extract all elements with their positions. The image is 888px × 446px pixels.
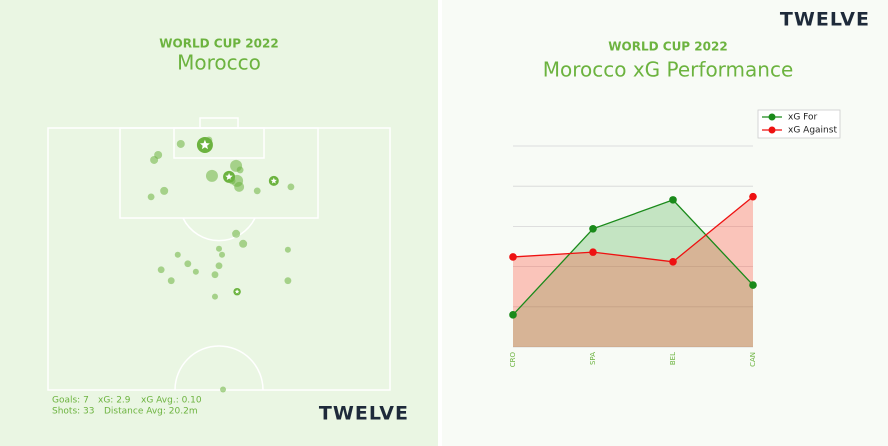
shot	[167, 277, 175, 285]
goal-star	[199, 139, 210, 150]
legend-label: xG Against	[788, 126, 837, 136]
shot	[234, 181, 245, 192]
point	[509, 311, 517, 319]
right-panel	[442, 0, 888, 446]
shot	[184, 260, 192, 268]
shot	[176, 139, 185, 148]
shot	[239, 239, 248, 248]
shot-map: WORLD CUP 2022 Morocco Goals: 7 xG: 2.9 …	[52, 37, 409, 425]
point	[509, 253, 517, 261]
left-panel	[0, 0, 438, 446]
goal-star	[234, 289, 240, 294]
stat: xG: 2.9	[98, 396, 131, 406]
penalty-arc	[182, 217, 256, 242]
x-tick-label: CAN	[749, 352, 757, 367]
shot	[216, 245, 222, 252]
shot	[236, 166, 244, 174]
shot	[150, 155, 159, 164]
shot	[205, 136, 213, 144]
supertitle: WORLD CUP 2022	[608, 40, 727, 54]
goal-star	[270, 177, 277, 184]
shot	[160, 186, 169, 195]
area	[513, 196, 753, 347]
point	[589, 248, 597, 256]
center-circle	[174, 345, 264, 391]
line	[512, 199, 754, 316]
point	[669, 257, 677, 266]
logo: TWELVE	[780, 9, 870, 31]
goal	[199, 117, 239, 129]
line-chart: TWELVE WORLD CUP 2022 Morocco xG Perform…	[509, 9, 870, 368]
shot	[219, 251, 226, 258]
supertitle: WORLD CUP 2022	[159, 37, 278, 51]
shot	[232, 229, 241, 238]
shot	[174, 251, 181, 258]
legend-marker	[768, 126, 776, 134]
pitch	[47, 117, 391, 391]
shot	[228, 177, 236, 185]
legend-label: xG For	[788, 113, 818, 123]
x-tick-label: CRO	[509, 352, 517, 368]
stat: Distance Avg: 20.2m	[104, 407, 198, 417]
x-tick-label: SPA	[589, 352, 597, 365]
shot	[287, 183, 295, 191]
area	[513, 199, 753, 347]
stat: Goals: 7	[52, 396, 89, 406]
shot	[211, 293, 218, 300]
shot	[220, 386, 227, 393]
point	[589, 225, 597, 233]
shot	[253, 187, 261, 195]
shot	[205, 169, 218, 182]
title: Morocco xG Performance	[543, 58, 794, 82]
shot	[215, 262, 223, 270]
shot	[284, 246, 291, 253]
shot	[147, 193, 155, 201]
shot	[157, 266, 165, 274]
shot	[211, 271, 219, 279]
stat: xG Avg.: 0.10	[141, 396, 202, 406]
shot	[192, 268, 199, 275]
x-tick-label: BEL	[669, 352, 677, 365]
stat: Shots: 33	[52, 407, 95, 417]
shot	[284, 277, 292, 285]
point	[749, 192, 757, 201]
line	[512, 196, 754, 263]
point	[749, 281, 757, 289]
title: Morocco	[177, 51, 261, 75]
legend-marker	[768, 113, 776, 121]
point	[669, 196, 677, 204]
logo: TWELVE	[319, 403, 409, 425]
